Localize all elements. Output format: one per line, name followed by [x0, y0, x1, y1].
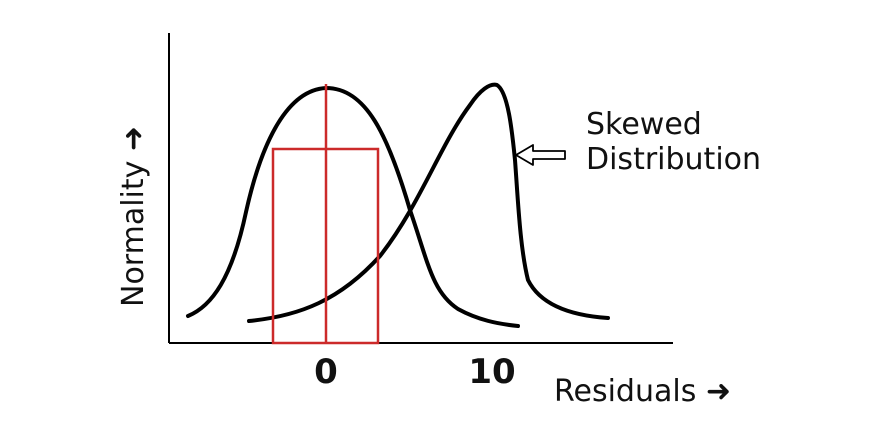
x-axis-label: Residuals ➜ — [554, 374, 731, 409]
y-axis-label: Normality ➜ — [116, 126, 151, 307]
skewed-distribution-curve — [247, 82, 610, 323]
x-tick-label-10: 10 — [468, 352, 515, 392]
annotation-arrow-icon — [515, 144, 566, 166]
normal-distribution-curve — [186, 85, 520, 328]
annotation-line-1: Skewed — [586, 107, 702, 142]
x-tick-label-0: 0 — [314, 352, 338, 392]
annotation-line-2: Distribution — [586, 142, 761, 177]
